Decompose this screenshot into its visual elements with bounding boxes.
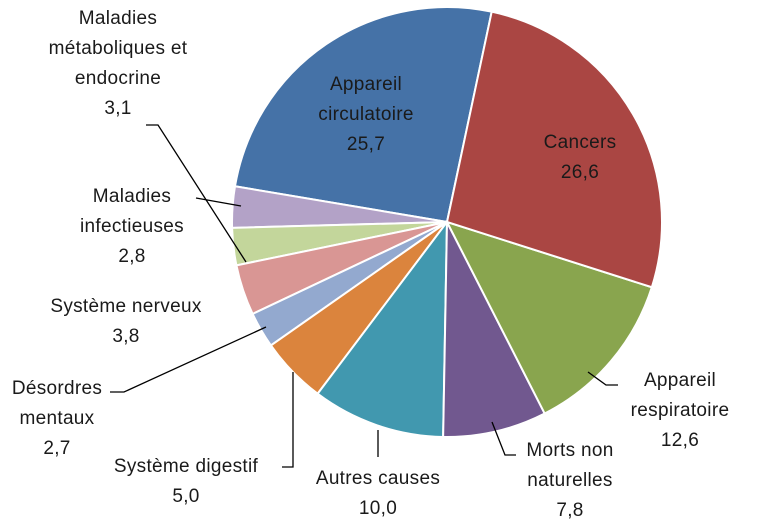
pie-slice: [445, 10, 663, 289]
category-label: Morts non naturelles: [526, 440, 614, 491]
leader-line: [110, 326, 267, 393]
slice-label: Appareil circulatoire 25,7: [301, 70, 431, 160]
value-label: 10,0: [358, 498, 398, 519]
slice-label: Maladies infectieuses 2,8: [62, 182, 202, 272]
category-label: Appareil respiratoire: [630, 370, 730, 421]
slice-label: Système digestif 5,0: [86, 452, 286, 512]
slice-label: Autres causes 10,0: [288, 464, 468, 524]
category-label: Système digestif: [113, 456, 259, 477]
slice-label: Système nerveux 3,8: [16, 292, 236, 352]
value-label: 26,6: [560, 162, 600, 183]
pie-slice: [445, 220, 654, 415]
value-label: 3,1: [104, 98, 132, 119]
category-label: Système nerveux: [50, 296, 202, 317]
category-label: Cancers: [543, 132, 617, 153]
leader-line: [491, 421, 516, 456]
value-label: 7,8: [556, 500, 584, 521]
category-label: Appareil circulatoire: [318, 74, 414, 125]
leader-lines: [110, 124, 618, 468]
leader-line: [195, 197, 242, 207]
slice-label: Désordres mentaux 2,7: [2, 374, 112, 464]
slice-label: Morts non naturelles 7,8: [505, 436, 635, 526]
slice-label: Maladies métaboliques et endocrine 3,1: [23, 4, 213, 124]
category-label: Désordres mentaux: [11, 378, 103, 429]
slice-label: Appareil respiratoire 12,6: [615, 366, 745, 456]
pie-slice: [233, 6, 493, 224]
pie-slice: [316, 218, 449, 438]
value-label: 25,7: [346, 134, 386, 155]
leader-line: [146, 124, 247, 263]
category-label: Maladies métaboliques et endocrine: [48, 8, 188, 89]
leader-line: [282, 372, 294, 468]
slice-label: Cancers 26,6: [520, 128, 640, 188]
value-label: 2,7: [43, 438, 71, 459]
category-label: Autres causes: [315, 468, 441, 489]
value-label: 3,8: [112, 326, 140, 347]
leader-line: [587, 371, 618, 386]
category-label: Maladies infectieuses: [80, 186, 184, 237]
value-label: 2,8: [118, 246, 146, 267]
value-label: 12,6: [660, 430, 700, 451]
value-label: 5,0: [172, 486, 200, 507]
